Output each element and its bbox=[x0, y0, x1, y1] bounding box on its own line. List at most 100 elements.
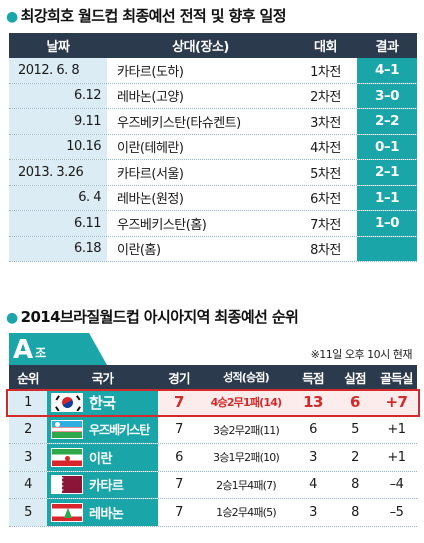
header-result: 결과 bbox=[375, 40, 399, 55]
match-date: 9.11 bbox=[9, 109, 107, 134]
match-date: 6.18 bbox=[9, 236, 107, 261]
team-goal-difference: +1 bbox=[387, 422, 406, 438]
match-round: 2차전 bbox=[294, 83, 357, 108]
table-row: 6.11 우즈베키스탄(홈) 7차전 1–0 bbox=[9, 211, 417, 237]
table-row: 2013. 3.26 카타르(서울) 5차전 2–1 bbox=[9, 160, 417, 186]
team-rank: 1 bbox=[9, 389, 47, 416]
iran-flag-icon bbox=[51, 447, 83, 467]
match-date: 6. 4 bbox=[9, 185, 107, 210]
team-games: 7 bbox=[174, 393, 184, 412]
match-opponent: 카타르(도하) bbox=[107, 58, 294, 83]
team-goals-for: 3 bbox=[309, 449, 317, 465]
schedule-table: 날짜 상대(장소) 대회 결과 2012. 6. 8 카타르(도하) 1차전 4… bbox=[9, 33, 417, 262]
team-country: 레바논 bbox=[47, 499, 158, 526]
team-country: 이란 bbox=[47, 444, 158, 471]
match-result: 3–0 bbox=[357, 83, 417, 108]
team-country: 카타르 bbox=[47, 471, 158, 498]
team-rank: 4 bbox=[9, 471, 47, 498]
table-row: 10.16 이란(테헤란) 4차전 0–1 bbox=[9, 134, 417, 160]
match-round: 3차전 bbox=[294, 109, 357, 134]
team-name: 한국 bbox=[89, 393, 116, 412]
match-round: 1차전 bbox=[294, 58, 357, 83]
timestamp-note: ※11일 오후 10시 현재 bbox=[310, 348, 413, 361]
table-row: 5 레바논 7 1승2무4패(5) 3 8 –5 bbox=[9, 499, 417, 527]
team-goal-difference: –4 bbox=[389, 477, 404, 493]
group-label: A 조 bbox=[9, 333, 89, 365]
header-goals-against: 실점 bbox=[344, 370, 366, 386]
table-row: 2012. 6. 8 카타르(도하) 1차전 4–1 bbox=[9, 58, 417, 84]
team-goal-difference: +7 bbox=[385, 393, 408, 412]
match-opponent: 카타르(서울) bbox=[107, 160, 294, 185]
korea-flag-icon bbox=[51, 392, 83, 412]
table-row: 4 카타르 7 2승1무4패(7) 4 8 –4 bbox=[9, 471, 417, 499]
team-record: 4승2무1패(14) bbox=[210, 396, 282, 410]
table-row: 6. 4 레바논(원정) 6차전 1–1 bbox=[9, 185, 417, 211]
match-round: 7차전 bbox=[294, 211, 357, 236]
match-round: 6차전 bbox=[294, 185, 357, 210]
match-opponent: 우즈베키스탄(타슈켄트) bbox=[107, 109, 294, 134]
lebanon-flag-icon bbox=[51, 502, 83, 522]
table-row: 6.12 레바논(고양) 2차전 3–0 bbox=[9, 83, 417, 109]
team-rank: 2 bbox=[9, 416, 47, 443]
team-goals-against: 2 bbox=[351, 449, 359, 465]
team-rank: 3 bbox=[9, 444, 47, 471]
match-result: 2–2 bbox=[357, 109, 417, 134]
team-record: 1승2무4패(5) bbox=[216, 506, 277, 520]
header-goal-difference: 골득실 bbox=[380, 370, 413, 386]
table-row: 3 이란 6 3승1무2패(10) 3 2 +1 bbox=[9, 444, 417, 472]
header-opponent: 상대(장소) bbox=[172, 40, 229, 55]
team-name: 우즈베키스탄 bbox=[89, 423, 150, 438]
team-goals-against: 8 bbox=[351, 477, 359, 493]
header-goals-for: 득점 bbox=[302, 370, 324, 386]
team-goals-against: 5 bbox=[351, 422, 359, 438]
match-opponent: 레바논(원정) bbox=[107, 185, 294, 210]
header-round: 대회 bbox=[314, 40, 337, 55]
match-date: 2012. 6. 8 bbox=[9, 58, 107, 83]
schedule-title: ● 최강희호 월드컵 최종예선 전적 및 향후 일정 bbox=[6, 5, 287, 26]
standings-title: ● 2014브라질월드컵 아시아지역 최종예선 순위 bbox=[6, 306, 299, 327]
team-country: 우즈베키스탄 bbox=[47, 416, 158, 443]
standings-title-text: 2014브라질월드컵 아시아지역 최종예선 순위 bbox=[20, 308, 299, 326]
match-date: 6.12 bbox=[9, 83, 107, 108]
team-goals-against: 6 bbox=[350, 393, 360, 412]
team-name: 레바논 bbox=[89, 506, 124, 522]
schedule-header-row: 날짜 상대(장소) 대회 결과 bbox=[9, 33, 417, 58]
table-row: 1 한국 7 4승2무1패(14) 13 6 +7 bbox=[9, 389, 417, 417]
match-result bbox=[357, 236, 417, 261]
match-round: 4차전 bbox=[294, 134, 357, 159]
team-games: 7 bbox=[175, 504, 183, 520]
match-date: 6.11 bbox=[9, 211, 107, 236]
schedule-title-text: 최강희호 월드컵 최종예선 전적 및 향후 일정 bbox=[20, 7, 287, 25]
team-name: 카타르 bbox=[89, 479, 124, 495]
match-result: 1–1 bbox=[357, 185, 417, 210]
header-games: 경기 bbox=[168, 370, 190, 386]
match-opponent: 이란(테헤란) bbox=[107, 134, 294, 159]
bullet-icon: ● bbox=[6, 9, 18, 25]
match-result: 1–0 bbox=[357, 211, 417, 236]
team-record: 3승1무2패(10) bbox=[213, 451, 280, 465]
standings-header-row: 순위 국가 경기 성적(승점) 득점 실점 골득실 bbox=[9, 365, 417, 389]
match-round: 5차전 bbox=[294, 160, 357, 185]
uzbekistan-flag-icon bbox=[51, 420, 83, 440]
team-goals-for: 4 bbox=[309, 477, 317, 493]
team-goal-difference: –5 bbox=[389, 504, 404, 520]
team-record: 2승1무4패(7) bbox=[216, 478, 277, 492]
qatar-flag-icon bbox=[51, 475, 83, 495]
team-goals-for: 3 bbox=[309, 504, 317, 520]
team-games: 7 bbox=[175, 422, 183, 438]
match-opponent: 우즈베키스탄(홈) bbox=[107, 211, 294, 236]
table-row: 9.11 우즈베키스탄(타슈켄트) 3차전 2–2 bbox=[9, 109, 417, 135]
team-goals-for: 13 bbox=[303, 393, 323, 412]
header-date: 날짜 bbox=[46, 40, 70, 55]
header-record: 성적(승점) bbox=[223, 371, 270, 384]
group-tab-decoration bbox=[89, 333, 107, 365]
team-country: 한국 bbox=[47, 389, 158, 416]
team-goals-against: 8 bbox=[351, 504, 359, 520]
header-rank: 순위 bbox=[17, 370, 39, 386]
match-round: 8차전 bbox=[294, 236, 357, 261]
match-result: 0–1 bbox=[357, 134, 417, 159]
team-record: 3승2무2패(11) bbox=[213, 423, 280, 437]
table-row: 6.18 이란(홈) 8차전 bbox=[9, 236, 417, 262]
team-goal-difference: +1 bbox=[387, 449, 406, 465]
match-date: 2013. 3.26 bbox=[9, 160, 107, 185]
